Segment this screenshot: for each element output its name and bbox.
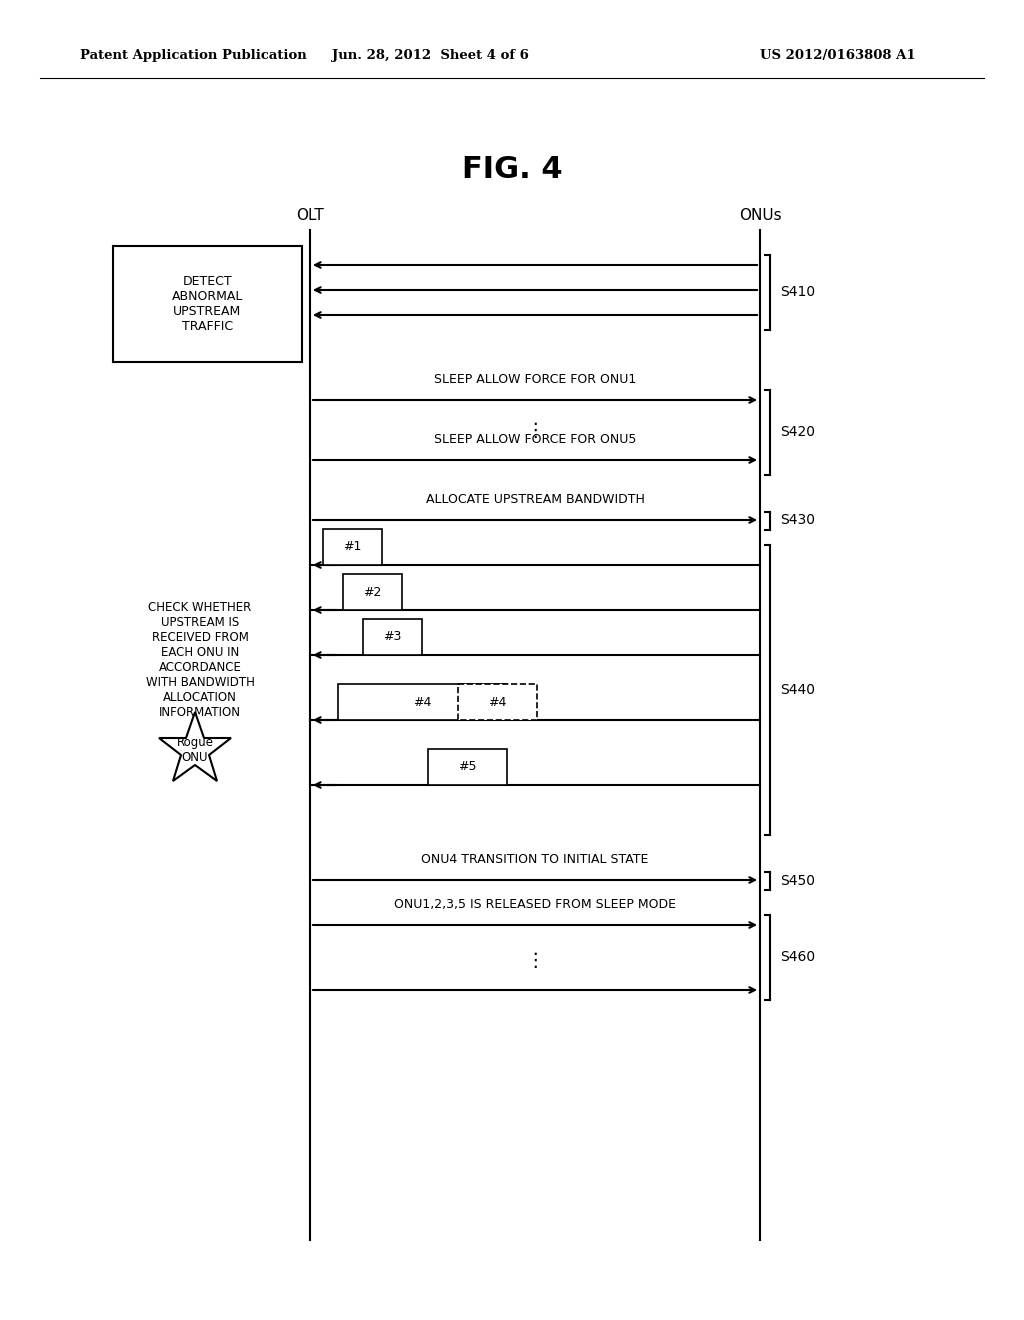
Text: SLEEP ALLOW FORCE FOR ONU5: SLEEP ALLOW FORCE FOR ONU5 — [434, 433, 636, 446]
Text: ⋮: ⋮ — [525, 950, 545, 969]
Text: ⋮: ⋮ — [525, 421, 545, 440]
Text: S410: S410 — [780, 285, 815, 300]
Text: ONUs: ONUs — [738, 207, 781, 223]
Text: S460: S460 — [780, 950, 815, 964]
Text: #4: #4 — [488, 696, 507, 709]
Text: S450: S450 — [780, 874, 815, 888]
Text: Jun. 28, 2012  Sheet 4 of 6: Jun. 28, 2012 Sheet 4 of 6 — [332, 49, 528, 62]
FancyBboxPatch shape — [428, 748, 507, 785]
FancyBboxPatch shape — [338, 684, 507, 719]
Text: US 2012/0163808 A1: US 2012/0163808 A1 — [760, 49, 915, 62]
Text: OLT: OLT — [296, 207, 324, 223]
Text: S430: S430 — [780, 513, 815, 527]
Text: #3: #3 — [383, 631, 401, 644]
Text: ALLOCATE UPSTREAM BANDWIDTH: ALLOCATE UPSTREAM BANDWIDTH — [426, 492, 644, 506]
FancyBboxPatch shape — [458, 684, 537, 719]
Text: Rogue
ONU: Rogue ONU — [176, 737, 213, 764]
Text: #4: #4 — [414, 696, 432, 709]
Text: Patent Application Publication: Patent Application Publication — [80, 49, 307, 62]
FancyBboxPatch shape — [113, 246, 302, 362]
Text: S440: S440 — [780, 682, 815, 697]
Text: S420: S420 — [780, 425, 815, 440]
Text: SLEEP ALLOW FORCE FOR ONU1: SLEEP ALLOW FORCE FOR ONU1 — [434, 374, 636, 385]
Text: CHECK WHETHER
UPSTREAM IS
RECEIVED FROM
EACH ONU IN
ACCORDANCE
WITH BANDWIDTH
AL: CHECK WHETHER UPSTREAM IS RECEIVED FROM … — [145, 601, 254, 719]
Text: ONU4 TRANSITION TO INITIAL STATE: ONU4 TRANSITION TO INITIAL STATE — [421, 853, 648, 866]
Text: FIG. 4: FIG. 4 — [462, 156, 562, 185]
FancyBboxPatch shape — [362, 619, 422, 655]
Text: #1: #1 — [343, 540, 361, 553]
FancyBboxPatch shape — [343, 574, 402, 610]
Text: DETECT
ABNORMAL
UPSTREAM
TRAFFIC: DETECT ABNORMAL UPSTREAM TRAFFIC — [172, 275, 243, 333]
FancyBboxPatch shape — [323, 529, 382, 565]
Text: ONU1,2,3,5 IS RELEASED FROM SLEEP MODE: ONU1,2,3,5 IS RELEASED FROM SLEEP MODE — [394, 898, 676, 911]
Text: #2: #2 — [364, 586, 382, 598]
Text: #5: #5 — [459, 760, 477, 774]
